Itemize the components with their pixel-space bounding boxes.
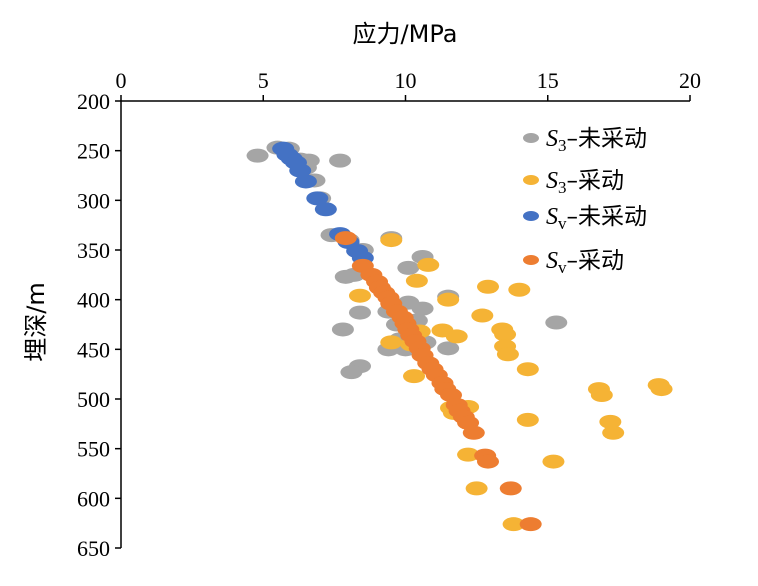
x-tick-label: 5 bbox=[258, 68, 269, 93]
data-point bbox=[650, 382, 673, 397]
data-point bbox=[545, 315, 568, 330]
legend-marker bbox=[523, 255, 539, 265]
data-point bbox=[306, 191, 329, 206]
y-tick-label: 300 bbox=[77, 188, 110, 213]
x-tick-label: 20 bbox=[679, 68, 701, 93]
series-3-points bbox=[334, 231, 542, 532]
legend-symbol: S bbox=[546, 168, 558, 194]
legend-subscript: 3 bbox=[558, 136, 567, 155]
data-point bbox=[599, 414, 622, 429]
data-point bbox=[348, 288, 371, 303]
data-point bbox=[437, 341, 460, 356]
data-point bbox=[542, 454, 565, 469]
y-tick-label: 250 bbox=[77, 139, 110, 164]
series-1-points bbox=[348, 233, 673, 532]
y-tick-label: 650 bbox=[77, 536, 110, 561]
legend-marker bbox=[523, 175, 539, 185]
data-point bbox=[289, 163, 312, 178]
y-axis-ticks: 200 250 300 350 400 450 500 550 600 650 bbox=[77, 89, 121, 561]
data-point bbox=[465, 481, 488, 496]
data-point bbox=[397, 260, 420, 275]
data-point bbox=[380, 335, 403, 350]
y-tick-label: 200 bbox=[77, 89, 110, 114]
y-tick-label: 600 bbox=[77, 486, 110, 511]
legend-subscript: v bbox=[558, 258, 567, 277]
data-point bbox=[380, 233, 403, 248]
data-point bbox=[494, 327, 517, 342]
data-point bbox=[502, 517, 525, 532]
data-point bbox=[457, 447, 480, 462]
data-point bbox=[516, 362, 539, 377]
data-point bbox=[334, 231, 357, 246]
data-point bbox=[519, 517, 542, 532]
data-point bbox=[417, 257, 440, 272]
data-point bbox=[331, 322, 354, 337]
legend-symbol: S bbox=[546, 204, 558, 230]
y-tick-label: 450 bbox=[77, 337, 110, 362]
data-point bbox=[477, 454, 500, 469]
data-point bbox=[405, 273, 428, 288]
data-point bbox=[590, 388, 613, 403]
x-axis-ticks: 0 5 10 15 20 bbox=[116, 68, 701, 101]
legend-subscript: 3 bbox=[558, 178, 567, 197]
data-point bbox=[445, 329, 468, 344]
data-point bbox=[329, 153, 352, 168]
legend-marker bbox=[523, 211, 539, 221]
data-point bbox=[516, 412, 539, 427]
legend-symbol: S bbox=[546, 126, 558, 152]
series-2-points bbox=[272, 141, 374, 265]
y-tick-label: 400 bbox=[77, 288, 110, 313]
data-point bbox=[496, 347, 519, 362]
data-point bbox=[314, 202, 337, 217]
legend-suffix: –采动 bbox=[567, 168, 625, 194]
x-axis-title: 应力/MPa bbox=[353, 20, 458, 48]
data-point bbox=[294, 174, 317, 189]
data-point bbox=[348, 305, 371, 320]
y-axis-title: 埋深/m bbox=[22, 282, 50, 361]
data-points bbox=[246, 140, 673, 532]
legend-symbol: S bbox=[546, 248, 558, 274]
legend-marker bbox=[523, 133, 539, 143]
x-tick-label: 15 bbox=[537, 68, 559, 93]
data-point bbox=[246, 148, 269, 163]
legend-suffix: –未采动 bbox=[567, 204, 648, 230]
y-tick-label: 550 bbox=[77, 437, 110, 462]
legend-label: S3–未采动 bbox=[546, 126, 647, 155]
x-tick-label: 0 bbox=[116, 68, 127, 93]
data-point bbox=[340, 365, 363, 380]
data-point bbox=[403, 369, 426, 384]
legend-subscript: v bbox=[558, 214, 567, 233]
data-point bbox=[437, 292, 460, 307]
x-tick-label: 10 bbox=[395, 68, 417, 93]
legend-label: Sv–采动 bbox=[546, 248, 624, 277]
y-tick-label: 500 bbox=[77, 387, 110, 412]
data-point bbox=[477, 279, 500, 294]
legend-label: Sv–未采动 bbox=[546, 204, 647, 233]
legend-suffix: –未采动 bbox=[567, 126, 648, 152]
y-tick-label: 350 bbox=[77, 238, 110, 263]
data-point bbox=[499, 481, 522, 496]
legend-suffix: –采动 bbox=[567, 248, 625, 274]
data-point bbox=[508, 282, 531, 297]
data-point bbox=[411, 301, 434, 316]
data-point bbox=[462, 425, 485, 440]
data-point bbox=[602, 425, 625, 440]
legend-label: S3–采动 bbox=[546, 168, 624, 197]
data-point bbox=[471, 308, 494, 323]
